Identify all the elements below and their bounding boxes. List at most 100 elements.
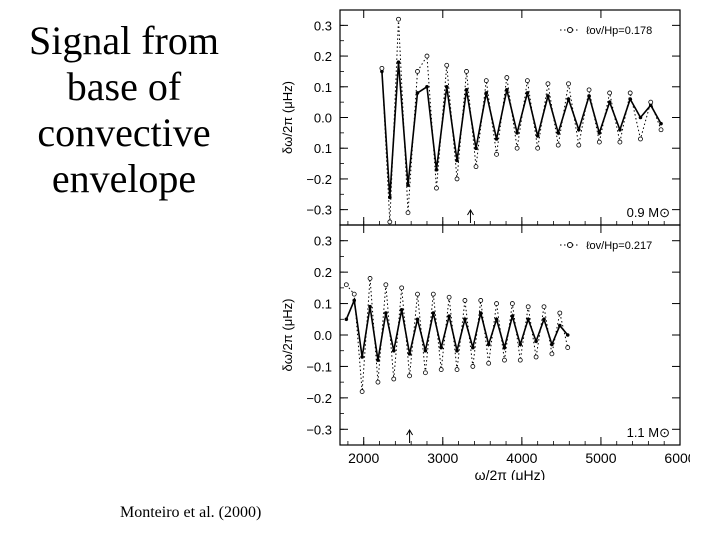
data-point-open (383, 282, 389, 288)
data-point-filled (550, 342, 554, 347)
data-point-filled (534, 339, 538, 344)
data-point-filled (406, 183, 410, 187)
data-point-open (494, 301, 499, 306)
data-point-filled (447, 314, 451, 318)
data-point-filled (505, 88, 509, 92)
data-point-filled (474, 146, 478, 151)
data-point-filled (597, 131, 602, 135)
data-point-open (566, 81, 571, 87)
data-point-filled (399, 308, 404, 312)
y-tick-label: 0.1 (314, 297, 332, 312)
y-tick-label: 0.3 (314, 18, 332, 33)
data-point-filled (558, 323, 562, 328)
data-point-filled (360, 355, 364, 359)
data-point-open (407, 373, 412, 379)
y-tick-label: −0.2 (306, 391, 332, 406)
data-point-filled (502, 345, 507, 350)
data-point-open (524, 78, 530, 84)
data-point-open (446, 294, 452, 300)
data-point-filled (439, 345, 444, 350)
data-point-filled (565, 333, 570, 337)
data-point-open (396, 16, 401, 22)
data-point-open (359, 389, 365, 394)
x-tick-label: 2000 (348, 450, 379, 466)
data-point-open (399, 285, 405, 291)
data-point-filled (478, 311, 483, 315)
data-point-filled (444, 84, 449, 89)
data-point-filled (415, 317, 420, 322)
title-line-2: base of (66, 64, 182, 109)
x-tick-label: 3000 (427, 450, 458, 466)
y-tick-label: 0.0 (314, 111, 332, 126)
data-point-open (375, 379, 381, 385)
data-point-filled (518, 342, 523, 347)
data-point-open (586, 87, 592, 93)
data-point-open (422, 370, 428, 376)
citation: Monteiro et al. (2000) (120, 504, 262, 521)
data-point-open (535, 145, 541, 151)
data-point-filled (463, 317, 467, 322)
data-point-filled (407, 352, 412, 356)
data-point-filled (376, 358, 380, 362)
x-tick-label: 4000 (506, 450, 537, 466)
data-point-filled (396, 60, 401, 65)
data-point-open (478, 298, 484, 303)
data-point-filled (423, 348, 428, 353)
data-point-filled (556, 131, 561, 135)
y-tick-label: 0.2 (314, 265, 332, 280)
data-point-filled (352, 298, 357, 303)
data-point-open (343, 282, 349, 288)
data-point-filled (425, 84, 429, 89)
data-point-filled (415, 91, 420, 95)
y-axis-label: δω/2π (μHz) (280, 299, 295, 372)
data-point-open (430, 291, 436, 297)
x-axis-label: ω/2π (μHz) (475, 467, 546, 480)
data-point-open (387, 219, 393, 225)
data-point-open (434, 185, 439, 191)
data-point-filled (431, 311, 436, 315)
legend-marker (567, 27, 573, 33)
data-point-filled (566, 97, 571, 101)
y-tick-label: 0.1 (314, 141, 332, 156)
bcz-arrow-head (467, 209, 474, 216)
data-point-filled (494, 317, 499, 322)
data-point-filled (384, 311, 388, 315)
data-point-open (541, 304, 547, 310)
data-point-filled (368, 304, 372, 309)
data-point-open (464, 69, 469, 74)
data-point-open (517, 357, 523, 363)
data-point-filled (494, 137, 499, 141)
data-point-filled (344, 317, 349, 322)
data-point-filled (576, 127, 581, 132)
data-point-open (514, 145, 520, 151)
data-point-filled (659, 121, 663, 126)
mass-annotation: 1.1 M⊙ (627, 425, 670, 440)
data-point-open (638, 136, 643, 142)
panel-top: −0.3 −0.2 0.1 0.0 0.1 0.2 0.3 δω/2π (μHz) ℓov/Hp… (280, 9, 681, 226)
data-point-open (576, 142, 582, 148)
data-point-filled (510, 314, 515, 318)
data-point-filled (486, 342, 491, 347)
data-point-filled (391, 348, 396, 353)
data-point-open (473, 164, 479, 170)
plot-frame (339, 9, 681, 226)
data-point-filled (542, 317, 546, 322)
data-point-filled (535, 134, 540, 138)
data-point-open (533, 354, 539, 360)
title-line-1: Signal from (29, 18, 219, 63)
data-point-open (555, 142, 561, 148)
data-point-filled (526, 317, 530, 322)
data-point-open (504, 75, 510, 80)
data-point-open (405, 210, 411, 216)
y-tick-label: −0.1 (306, 359, 332, 374)
y-tick-label: −0.3 (306, 422, 332, 437)
data-point-open (415, 291, 420, 297)
y-axis-label: δω/2π (μHz) (280, 81, 295, 154)
title-line-3: convective (37, 110, 211, 155)
x-tick-label: 6000 (664, 450, 690, 466)
y-tick-label: 0.2 (314, 49, 332, 64)
data-point-open (525, 304, 531, 310)
data-point-filled (607, 100, 612, 104)
data-point-filled (455, 348, 459, 353)
legend-label: ℓov/Hp=0.217 (586, 240, 652, 252)
